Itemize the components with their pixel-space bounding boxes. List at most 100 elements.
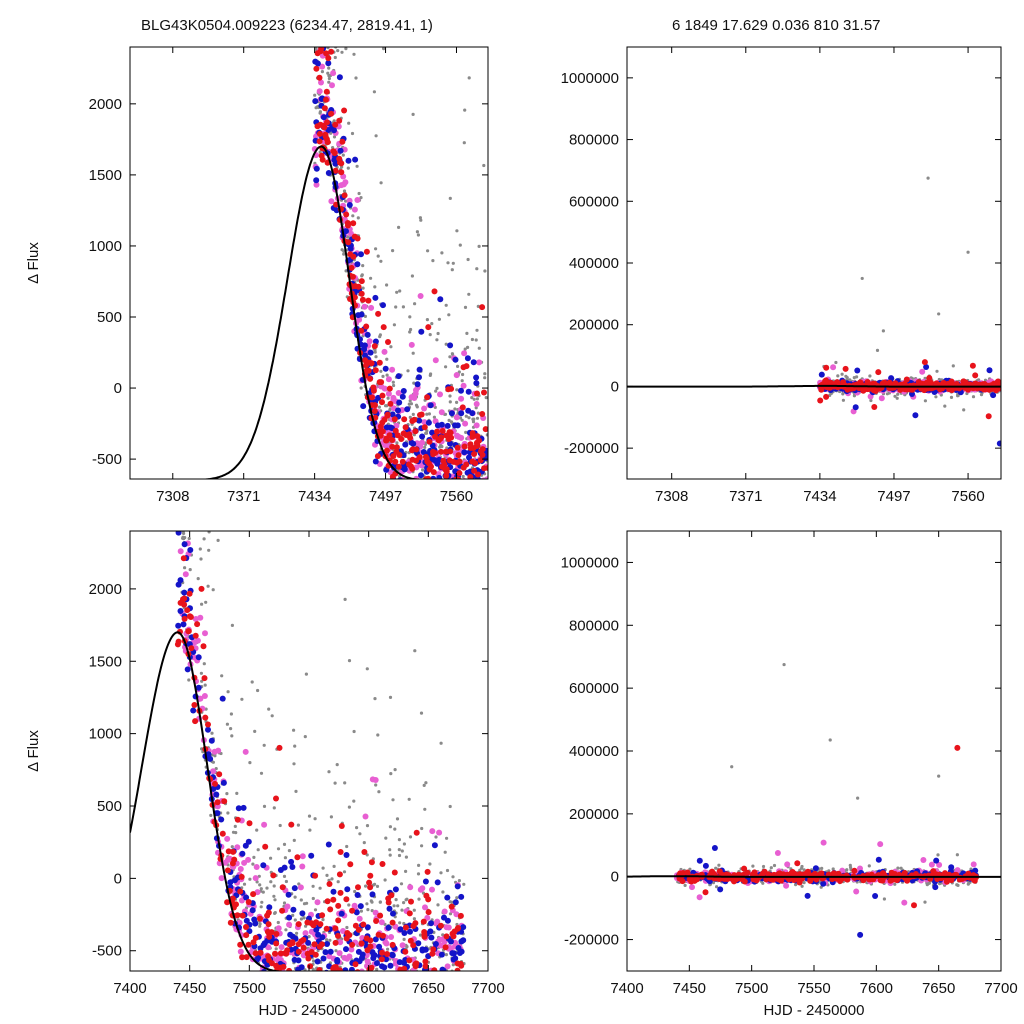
data-point-red bbox=[327, 906, 334, 913]
data-point-magenta bbox=[177, 548, 184, 555]
data-point-blue bbox=[343, 228, 349, 235]
data-point-blue bbox=[473, 380, 480, 387]
data-point-gray bbox=[402, 901, 406, 905]
data-point-blue bbox=[175, 622, 182, 629]
data-point-magenta bbox=[242, 748, 249, 755]
data-point-red bbox=[355, 884, 361, 891]
data-point-magenta bbox=[453, 372, 460, 379]
data-point-gray bbox=[377, 790, 381, 794]
data-point-red bbox=[257, 915, 263, 922]
data-point-red bbox=[430, 469, 437, 476]
data-point-gray bbox=[273, 898, 277, 902]
data-point-gray bbox=[447, 418, 451, 422]
data-point-blue bbox=[438, 951, 445, 958]
data-point-gray bbox=[440, 445, 444, 449]
data-point-red bbox=[284, 947, 291, 954]
data-point-gray bbox=[841, 398, 846, 402]
data-point-magenta bbox=[485, 485, 491, 491]
data-point-red bbox=[431, 288, 438, 295]
data-point-red bbox=[316, 130, 323, 137]
data-point-magenta bbox=[970, 861, 977, 868]
data-point-gray bbox=[182, 531, 186, 536]
data-point-red bbox=[375, 310, 382, 317]
outlier-point bbox=[926, 176, 930, 180]
data-point-magenta bbox=[326, 953, 333, 960]
data-point-blue bbox=[327, 948, 334, 955]
data-point-blue bbox=[306, 972, 312, 978]
data-point-gray bbox=[470, 396, 474, 400]
x-tick-label: 7497 bbox=[877, 488, 910, 505]
data-point-blue bbox=[372, 458, 379, 465]
data-point-gray bbox=[296, 823, 300, 827]
data-point-blue bbox=[346, 202, 353, 208]
data-point-gray bbox=[204, 600, 208, 604]
data-point-gray bbox=[272, 894, 276, 898]
data-point-red bbox=[358, 290, 365, 297]
data-point-magenta bbox=[316, 88, 323, 95]
data-point-blue bbox=[261, 940, 268, 947]
data-point-gray bbox=[411, 412, 415, 416]
data-point-magenta bbox=[429, 828, 436, 835]
data-point-magenta bbox=[339, 977, 345, 983]
data-point-blue bbox=[184, 666, 191, 673]
data-point-gray bbox=[318, 111, 322, 115]
data-point-gray bbox=[475, 267, 479, 271]
data-point-gray bbox=[882, 897, 887, 901]
data-point-gray bbox=[304, 672, 308, 676]
data-point-blue bbox=[235, 805, 242, 812]
data-point-gray bbox=[408, 315, 412, 319]
data-point-red bbox=[370, 387, 377, 394]
data-point-blue bbox=[239, 850, 246, 857]
data-point-gray bbox=[772, 863, 777, 868]
data-point-blue bbox=[277, 867, 284, 873]
data-point-blue bbox=[246, 928, 253, 935]
data-point-gray bbox=[250, 680, 254, 684]
data-point-gray bbox=[282, 874, 287, 879]
data-point-gray bbox=[415, 230, 419, 234]
x-tick-label: 7700 bbox=[471, 980, 504, 997]
data-point-gray bbox=[303, 968, 307, 971]
data-point-red bbox=[473, 443, 480, 450]
data-point-gray bbox=[210, 731, 214, 735]
data-point-red bbox=[346, 932, 353, 938]
data-point-magenta bbox=[281, 992, 287, 998]
y-tick-label: 0 bbox=[611, 378, 619, 395]
data-point-blue bbox=[347, 970, 350, 971]
data-point-blue bbox=[401, 930, 408, 936]
data-point-red bbox=[317, 921, 324, 928]
data-point-gray bbox=[376, 254, 380, 258]
data-point-gray bbox=[450, 506, 453, 509]
data-point-blue bbox=[923, 364, 930, 370]
data-point-gray bbox=[405, 897, 409, 901]
data-point-gray bbox=[393, 768, 397, 772]
data-point-gray bbox=[474, 338, 478, 342]
data-point-red bbox=[335, 902, 342, 909]
data-point-gray bbox=[311, 884, 315, 888]
data-point-red bbox=[252, 950, 259, 957]
data-point-blue bbox=[356, 958, 363, 965]
data-point-gray bbox=[386, 992, 389, 995]
data-point-blue bbox=[812, 865, 819, 872]
data-point-blue bbox=[180, 621, 187, 628]
data-point-gray bbox=[202, 537, 206, 541]
data-point-blue bbox=[336, 983, 342, 989]
data-point-gray bbox=[956, 394, 960, 398]
x-tick-label: 7497 bbox=[369, 488, 402, 505]
data-point-blue bbox=[444, 917, 451, 924]
data-point-gray bbox=[429, 372, 433, 376]
data-point-gray bbox=[442, 975, 445, 978]
data-point-magenta bbox=[362, 813, 369, 820]
data-point-red bbox=[407, 505, 413, 511]
data-point-red bbox=[312, 951, 319, 958]
data-point-gray bbox=[198, 547, 202, 551]
data-point-gray bbox=[255, 880, 259, 884]
data-point-gray bbox=[420, 844, 424, 848]
data-point-gray bbox=[344, 47, 348, 51]
data-point-red bbox=[422, 958, 429, 965]
x-tick-label: 7308 bbox=[655, 488, 688, 505]
data-point-gray bbox=[471, 417, 475, 421]
data-point-blue bbox=[431, 842, 438, 849]
data-point-red bbox=[323, 50, 330, 57]
data-point-gray bbox=[394, 898, 398, 902]
data-point-blue bbox=[227, 879, 234, 886]
